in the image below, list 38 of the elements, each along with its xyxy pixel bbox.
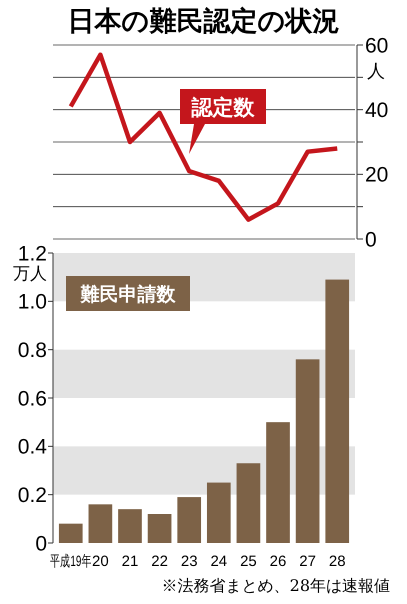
y-tick-label: 1.2 [18,242,47,266]
bar [266,422,290,543]
x-tick-label: 26 [270,553,286,570]
text: 難民申請数 [80,284,176,306]
y-tick-label: 20 [365,164,388,187]
bar [148,514,172,543]
y-tick-label: 0.2 [18,484,47,508]
x-tick-label: 21 [122,553,138,570]
y-tick-label: 1.0 [18,290,47,314]
x-tick-label: 平成19年 [50,553,92,570]
bar [206,482,231,543]
y-axis-title: 人 [367,61,385,81]
y-tick-label: 60 [365,34,388,58]
y-tick-label: 0 [35,532,47,556]
bar [177,497,202,543]
bar [236,463,260,543]
y-tick-label: 0.6 [18,387,47,410]
bar [88,504,112,543]
x-tick-label: 28 [328,553,346,570]
bar [325,280,350,543]
y-tick-label: 0 [365,228,377,252]
chart-title: 日本の難民認定の状況 [68,6,340,36]
y-tick-label: 40 [365,99,388,122]
y-tick-label: 0.4 [18,436,48,459]
text: ※法務省まとめ、28年は速報値 [162,576,390,595]
x-tick-label: 25 [240,553,257,570]
x-tick-label: 23 [180,553,198,570]
x-tick-label: 24 [210,553,228,570]
x-tick-label: 27 [299,553,316,570]
x-tick-label: 20 [92,553,109,570]
y-axis-title: 万人 [13,264,47,283]
series-label: 認定数 [190,95,256,120]
bar [296,359,320,543]
bar [118,509,142,543]
y-tick-label: 0.8 [18,339,47,362]
line-series [68,52,340,222]
bar [58,524,83,543]
x-tick-label: 22 [151,553,168,570]
